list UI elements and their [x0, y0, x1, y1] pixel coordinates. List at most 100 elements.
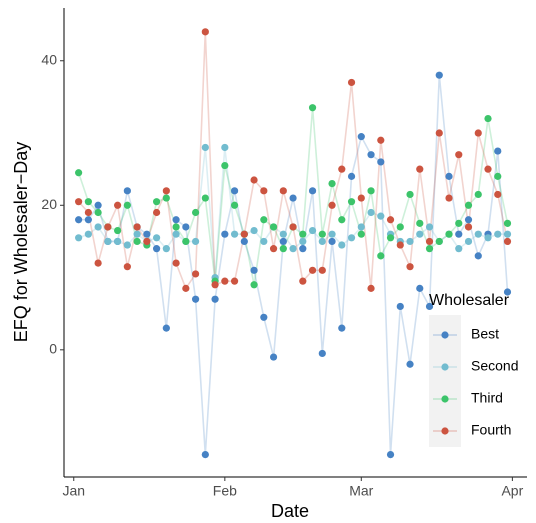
data-point [250, 281, 258, 289]
data-point [104, 237, 112, 246]
data-point [94, 208, 102, 217]
data-point [338, 324, 346, 332]
data-point [406, 263, 414, 271]
data-point [406, 190, 414, 199]
data-point [328, 237, 336, 246]
data-point [201, 194, 209, 202]
data-point [377, 252, 385, 260]
data-point [162, 324, 170, 332]
data-point [347, 78, 356, 87]
data-point [464, 216, 473, 224]
data-point [299, 230, 307, 238]
data-point [75, 198, 83, 206]
data-point [289, 223, 297, 231]
data-point [191, 237, 200, 246]
data-point [425, 223, 434, 231]
data-point [299, 245, 307, 253]
data-point [191, 295, 200, 303]
data-point [386, 216, 395, 224]
data-point [114, 201, 122, 209]
data-point [94, 223, 102, 231]
data-point [84, 216, 92, 224]
data-point [143, 237, 151, 246]
x-axis-label: Date [271, 501, 309, 521]
data-point [347, 198, 356, 206]
data-point [445, 172, 453, 180]
data-point [494, 172, 502, 180]
data-point [328, 201, 336, 209]
data-point [260, 216, 268, 224]
data-point [425, 302, 434, 311]
data-point [182, 237, 190, 246]
data-point [406, 360, 414, 368]
data-point [416, 230, 424, 238]
legend-point [441, 395, 449, 403]
data-point [367, 151, 375, 159]
data-point [172, 230, 180, 238]
data-point [172, 216, 180, 224]
data-point [279, 245, 287, 253]
data-point [94, 201, 102, 209]
data-point [357, 194, 365, 202]
data-point [377, 136, 385, 144]
series-line [78, 147, 508, 278]
data-point [133, 230, 141, 238]
data-point [299, 237, 307, 246]
x-tick-label: Apr [501, 483, 523, 499]
y-tick-label: 40 [41, 51, 57, 67]
legend-label: Second [471, 358, 518, 374]
data-point [260, 237, 268, 246]
data-point [240, 230, 248, 238]
data-point [396, 241, 404, 249]
data-point [75, 169, 83, 177]
data-point [191, 208, 200, 217]
data-point [386, 234, 395, 242]
data-point [318, 230, 326, 238]
data-point [211, 295, 219, 303]
data-point [143, 230, 151, 238]
data-point [455, 245, 463, 253]
y-tick-label: 20 [41, 196, 57, 212]
data-point [84, 208, 92, 217]
data-point [75, 234, 83, 242]
data-point [464, 201, 473, 209]
data-point [435, 237, 443, 246]
data-point [377, 212, 385, 220]
data-point [191, 270, 200, 278]
legend-point [441, 363, 449, 371]
data-point [201, 28, 209, 36]
data-point [172, 259, 180, 267]
data-point [308, 104, 317, 112]
data-point [153, 198, 161, 206]
data-point [455, 219, 463, 227]
data-point [386, 450, 395, 459]
data-point [250, 266, 258, 274]
data-point [503, 237, 512, 246]
data-point [406, 237, 414, 246]
data-point [84, 230, 92, 238]
legend-label: Third [471, 390, 503, 406]
data-point [221, 161, 229, 170]
data-point [123, 241, 131, 249]
data-point [318, 349, 326, 358]
data-point [289, 194, 297, 202]
data-point [416, 165, 424, 173]
data-point [162, 245, 170, 253]
data-point [230, 230, 239, 238]
legend-point [441, 331, 449, 339]
data-point [377, 158, 385, 166]
data-point [503, 219, 512, 227]
data-point [503, 230, 512, 238]
data-point [153, 234, 161, 242]
data-point [114, 226, 122, 235]
data-point [172, 223, 180, 231]
data-point [367, 284, 375, 292]
data-point [308, 226, 317, 235]
data-point [455, 230, 463, 238]
data-point [211, 281, 219, 289]
data-point [182, 284, 190, 292]
x-tick-label: Mar [349, 483, 373, 499]
data-point [445, 194, 453, 202]
data-point [260, 187, 268, 195]
data-point [84, 198, 92, 206]
